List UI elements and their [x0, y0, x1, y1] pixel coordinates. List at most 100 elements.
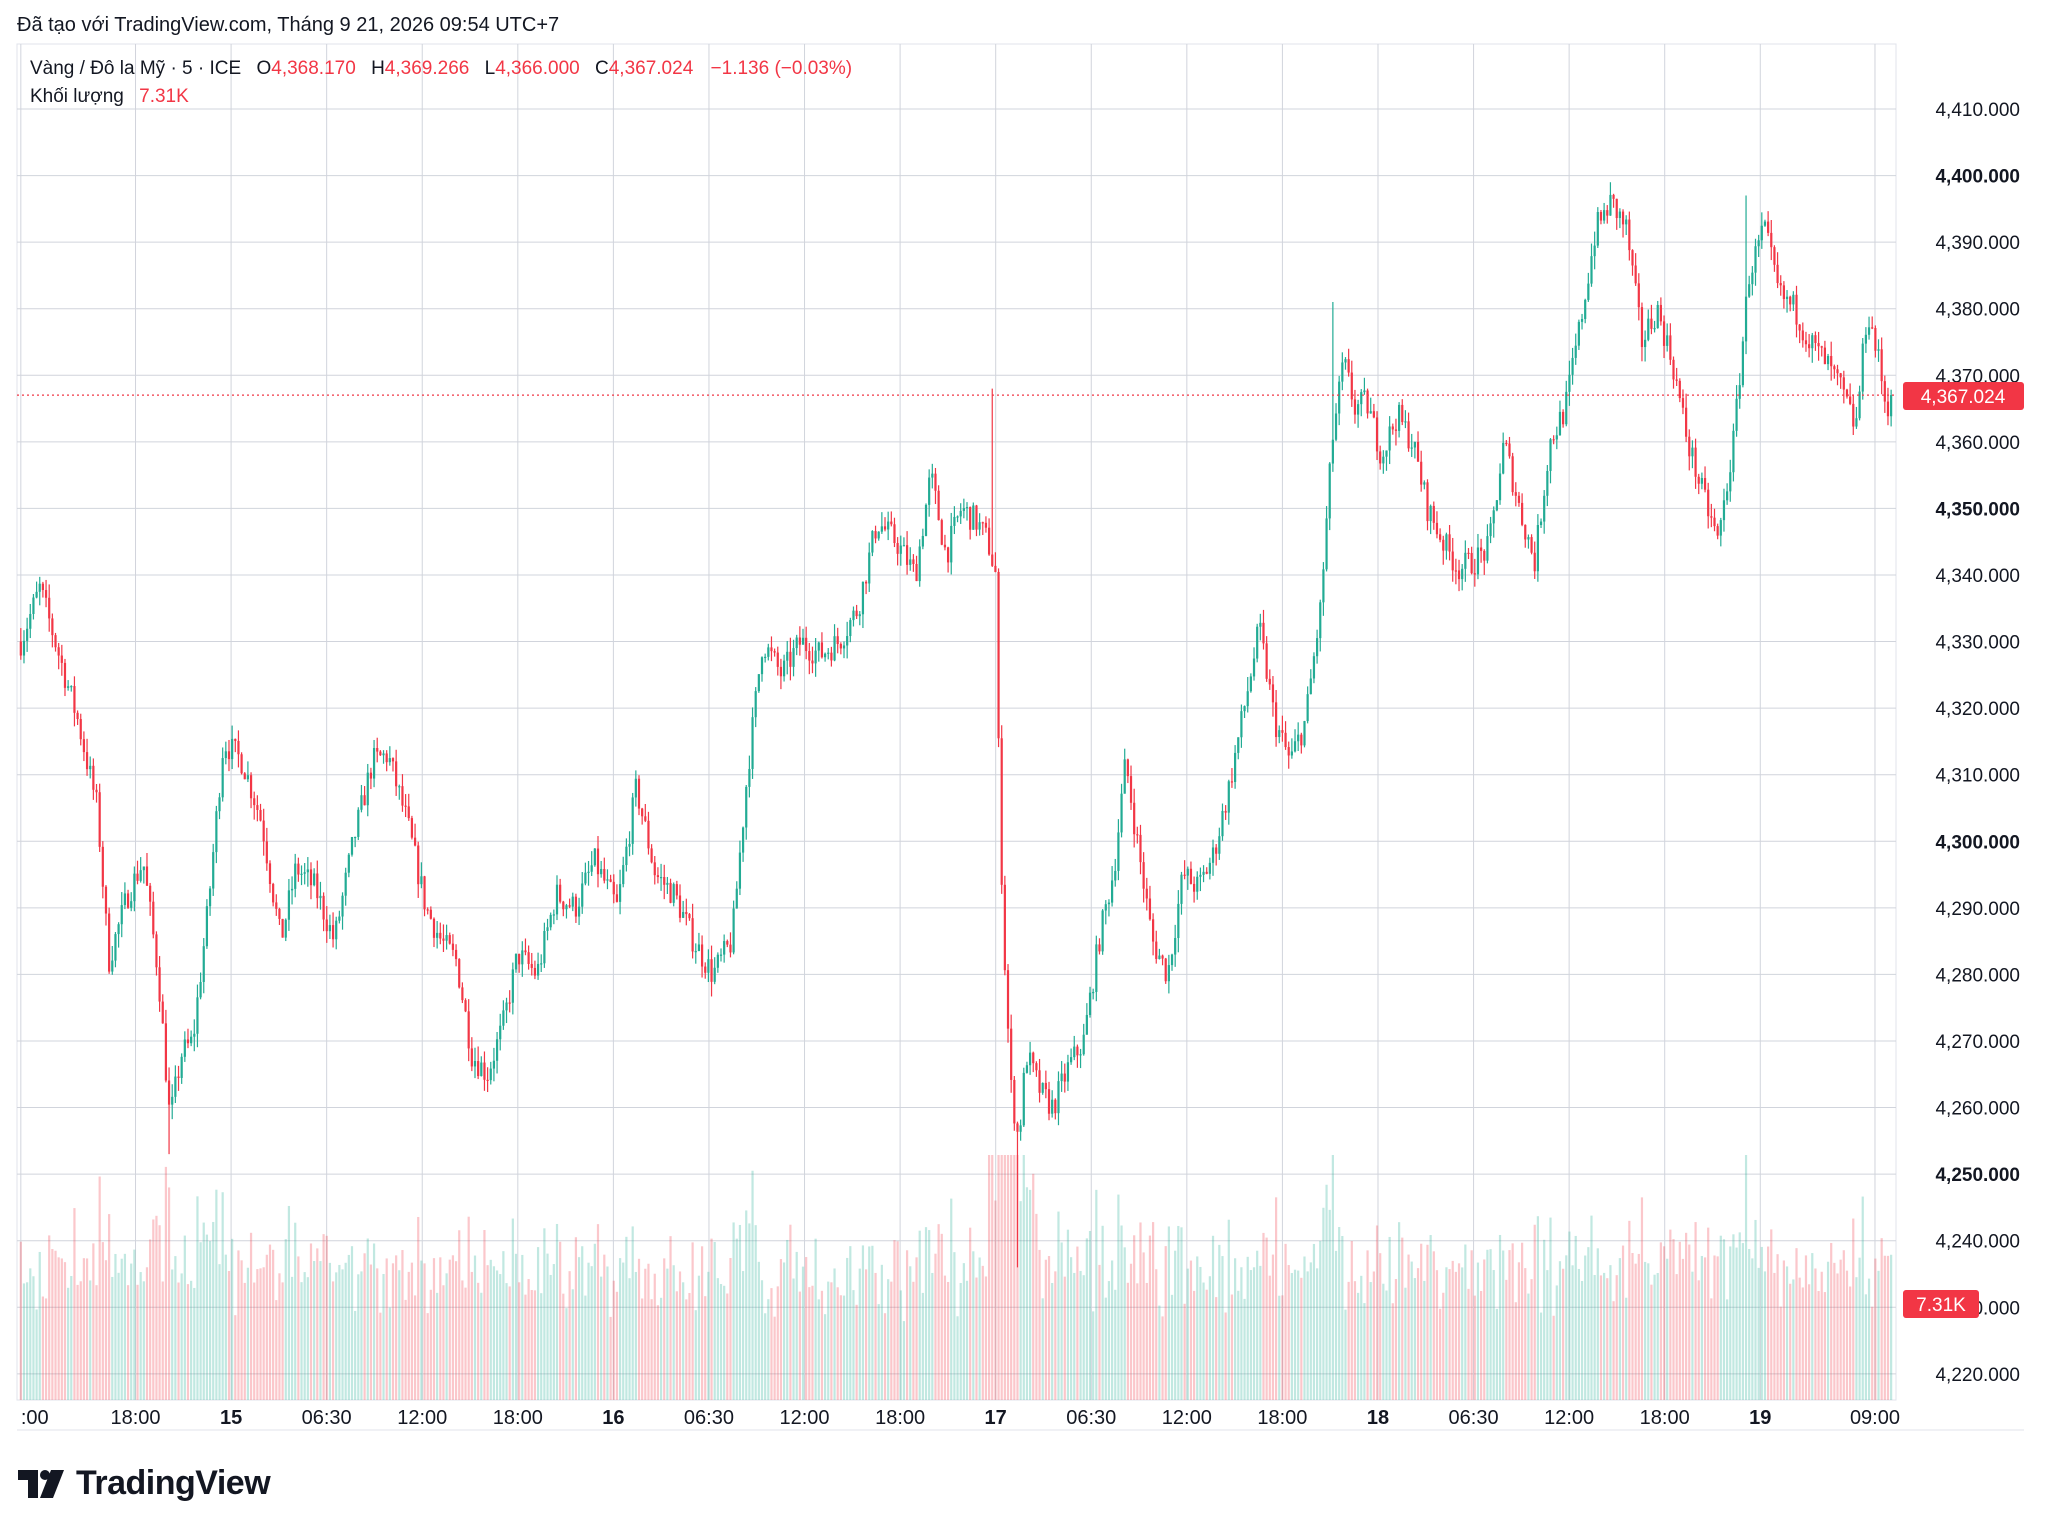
candle-body	[905, 545, 909, 565]
candle-body	[1360, 392, 1363, 405]
y-tick-label: 4,350.000	[1935, 499, 2020, 520]
candle-body	[177, 1076, 180, 1078]
volume-bar	[918, 1230, 921, 1400]
candle-body	[628, 843, 631, 847]
volume-bar	[196, 1196, 199, 1400]
candle-body	[385, 753, 388, 763]
candle-body	[1473, 573, 1476, 575]
candle-body	[1811, 335, 1814, 349]
volume-bar	[294, 1222, 297, 1400]
candle-body	[912, 559, 915, 564]
candle-body	[549, 914, 552, 928]
candle-body	[524, 950, 527, 953]
candle-body	[492, 1060, 496, 1069]
volume-bar	[420, 1260, 423, 1400]
candle-body	[1145, 888, 1148, 899]
volume-bar	[142, 1281, 145, 1400]
candle-body	[852, 610, 855, 621]
candle-body	[1826, 356, 1830, 365]
candle-body	[224, 751, 227, 759]
volume-bar	[1855, 1277, 1858, 1400]
candle-body	[136, 873, 139, 881]
volume-bar	[372, 1243, 376, 1400]
candle-body	[1211, 847, 1215, 863]
volume-bar	[114, 1253, 117, 1400]
candle-body	[335, 920, 338, 940]
candle-body	[1000, 738, 1003, 885]
volume-bar	[1543, 1239, 1546, 1400]
candle-body	[1221, 810, 1224, 837]
candle-body	[1546, 470, 1549, 496]
last-volume-badge-bg	[1903, 1290, 1979, 1318]
candle-body	[997, 571, 1000, 739]
volume-bar	[1013, 1155, 1016, 1400]
volume-label[interactable]: Khối lượng	[30, 86, 124, 107]
volume-bar	[22, 1283, 26, 1400]
volume-bar	[1006, 1155, 1010, 1400]
volume-bar	[852, 1290, 855, 1400]
volume-bar	[782, 1262, 786, 1400]
candle-body	[833, 636, 836, 661]
candle-body	[1584, 299, 1587, 319]
volume-bar	[1303, 1256, 1306, 1400]
volume-bar	[1666, 1258, 1669, 1400]
symbol-title[interactable]: Vàng / Đô la Mỹ · 5 · ICE	[30, 58, 242, 79]
volume-bar	[625, 1236, 628, 1400]
volume-bar	[1656, 1273, 1659, 1400]
volume-bar	[685, 1299, 688, 1400]
volume-bar	[1536, 1216, 1539, 1400]
volume-bar	[1587, 1247, 1590, 1400]
candle-body	[420, 876, 423, 885]
candle-body	[871, 531, 874, 553]
volume-bar	[1215, 1297, 1218, 1400]
volume-bar	[1836, 1273, 1839, 1400]
volume-bar	[322, 1234, 325, 1400]
candle-body	[647, 820, 650, 849]
volume-bar	[533, 1290, 537, 1400]
y-tick-label: 4,310.000	[1935, 766, 2020, 787]
candle-body	[883, 526, 887, 530]
volume-bar	[808, 1287, 811, 1400]
candle-body	[1401, 404, 1404, 423]
candle-body	[1391, 426, 1394, 430]
volume-bar	[1416, 1268, 1420, 1400]
volume-bar	[1000, 1155, 1003, 1400]
candle-body	[328, 925, 332, 932]
candle-body	[590, 865, 593, 872]
volume-bar	[1256, 1250, 1259, 1400]
candle-body	[1558, 411, 1562, 436]
volume-bar	[1628, 1220, 1631, 1400]
candle-body	[574, 896, 578, 917]
volume-bar	[1637, 1253, 1640, 1400]
volume-bar	[644, 1268, 647, 1400]
candle-body	[218, 797, 221, 812]
volume-bar	[1726, 1299, 1729, 1400]
volume-bar	[1243, 1298, 1246, 1400]
volume-bar	[839, 1295, 842, 1400]
candle-body	[1192, 883, 1196, 892]
volume-bar	[1432, 1251, 1435, 1400]
volume-bar	[855, 1304, 858, 1400]
candle-body	[145, 866, 149, 886]
volume-value: 7.31K	[139, 86, 189, 107]
volume-bar	[871, 1245, 874, 1400]
volume-bar	[1524, 1268, 1527, 1400]
volume-bar	[1555, 1285, 1558, 1400]
volume-bar	[379, 1312, 382, 1400]
volume-bar	[710, 1238, 713, 1400]
volume-bar	[1498, 1234, 1502, 1400]
candle-body	[1044, 1082, 1047, 1090]
candle-body	[1158, 955, 1161, 960]
volume-bar	[943, 1275, 947, 1400]
candle-body	[637, 778, 641, 809]
candle-body	[167, 1080, 171, 1105]
volume-bar	[877, 1304, 880, 1400]
volume-bar	[480, 1292, 483, 1400]
volume-bar	[275, 1300, 278, 1400]
tradingview-logo[interactable]: TradingView	[18, 1464, 271, 1503]
candle-body	[1886, 401, 1890, 417]
candle-body	[634, 778, 637, 798]
candle-body	[1634, 265, 1637, 284]
candle-body	[319, 895, 322, 899]
